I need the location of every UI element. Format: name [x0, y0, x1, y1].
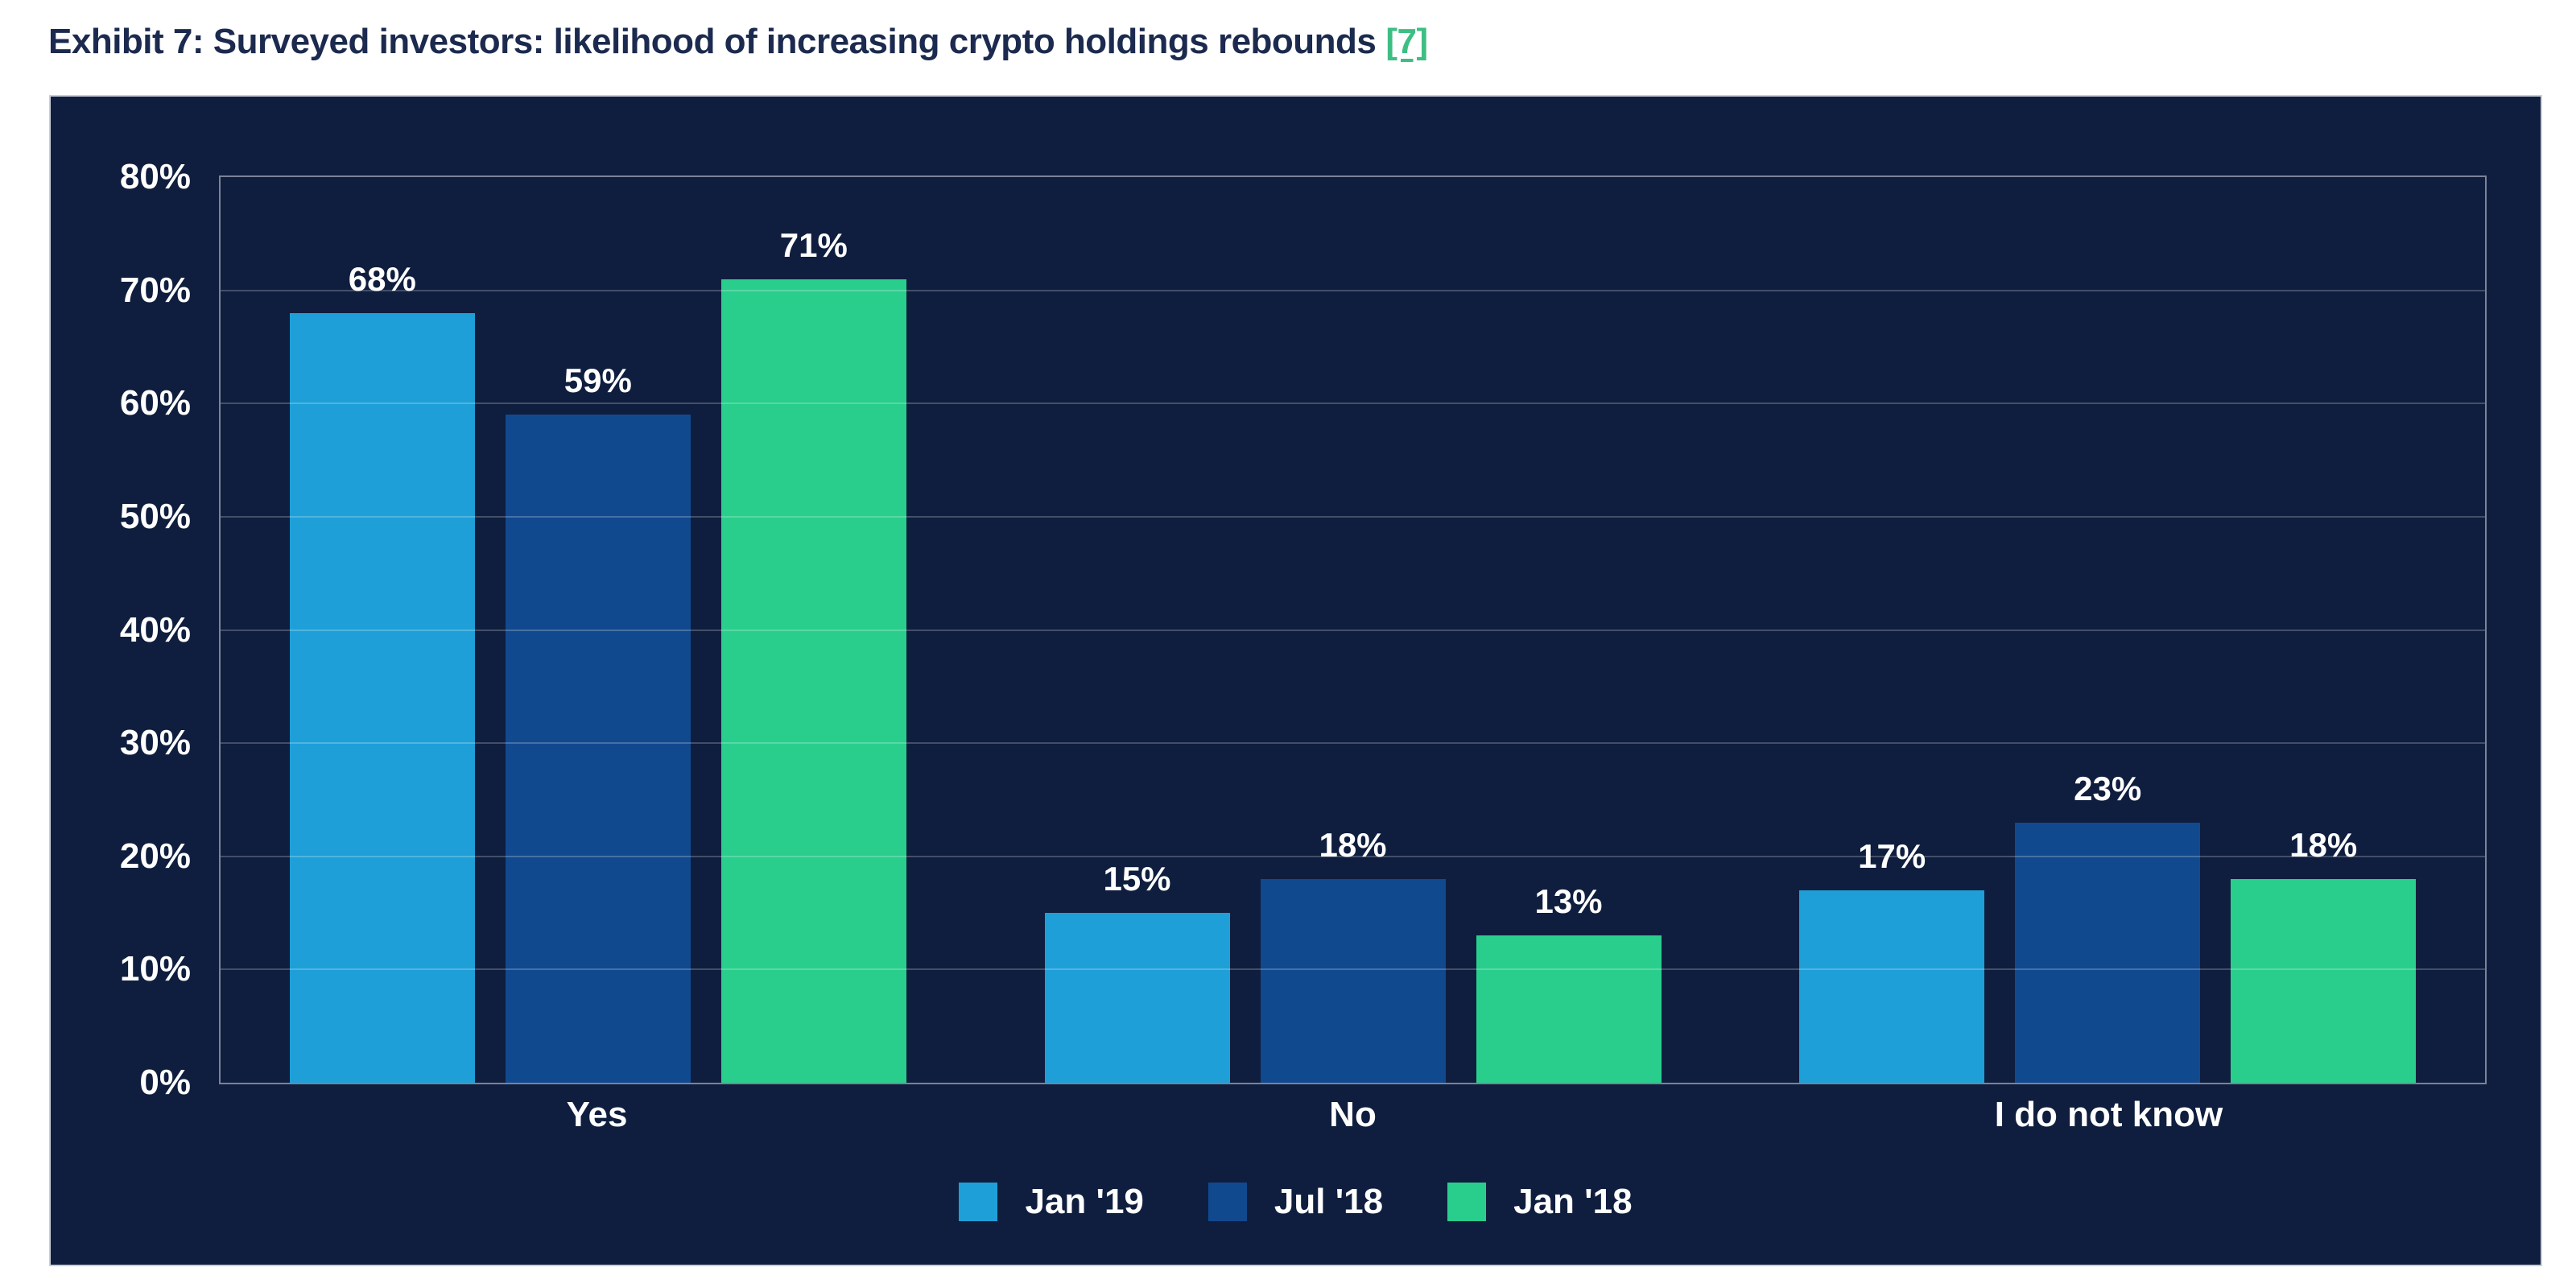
citation-link[interactable]: [7] — [1385, 22, 1428, 61]
bar: 18% — [1260, 826, 1446, 1083]
gridline — [221, 742, 2485, 745]
y-axis-label: 10% — [119, 949, 191, 989]
bar-value-label: 18% — [2289, 825, 2358, 864]
y-axis-label: 30% — [119, 723, 191, 763]
y-axis-label: 70% — [119, 270, 191, 310]
y-axis-label: 50% — [119, 496, 191, 536]
legend-swatch — [1447, 1183, 1487, 1221]
chart-title: Exhibit 7: Surveyed investors: likelihoo… — [48, 18, 1428, 66]
plot-area: 68% 59% 71% 15% 18% 13% 17% 23% 18% — [219, 175, 2487, 1084]
bar: 18% — [2231, 826, 2417, 1083]
legend-swatch — [1208, 1183, 1247, 1221]
legend-swatch — [959, 1183, 998, 1221]
gridline — [221, 402, 2485, 405]
bar: 13% — [1476, 882, 1662, 1083]
bar-group: 15% 18% 13% — [976, 177, 1731, 1083]
y-axis-label: 40% — [119, 609, 191, 650]
bar-value-label: 15% — [1103, 860, 1171, 898]
bar-value-label: 23% — [2074, 769, 2142, 807]
bar-value-label: 18% — [1319, 825, 1387, 864]
gridline — [221, 515, 2485, 518]
bar-group: 68% 59% 71% — [221, 177, 976, 1083]
y-axis-label: 20% — [119, 836, 191, 876]
y-axis-label: 0% — [139, 1063, 191, 1102]
y-axis-label: 80% — [119, 157, 191, 196]
bar: 15% — [1044, 860, 1230, 1083]
gridline — [221, 629, 2485, 631]
bar-value-label: 13% — [1534, 882, 1603, 921]
legend-label: Jan '18 — [1513, 1182, 1633, 1221]
chart-title-text: Exhibit 7: Surveyed investors: likelihoo… — [48, 22, 1377, 61]
bar: 17% — [1799, 837, 1985, 1083]
chart-panel: 68% 59% 71% 15% 18% 13% 17% 23% 18% Yes No I do no… — [49, 95, 2542, 1266]
x-axis-label: Yes — [566, 1095, 628, 1134]
x-axis-label: I do not know — [1994, 1095, 2223, 1134]
gridline — [221, 968, 2485, 971]
legend-label: Jul '18 — [1274, 1182, 1384, 1221]
bar-group: 17% 23% 18% — [1730, 177, 2485, 1083]
gridline — [221, 289, 2485, 291]
bar-groups: 68% 59% 71% 15% 18% 13% 17% 23% 18% — [221, 177, 2485, 1083]
bar: 68% — [289, 260, 475, 1083]
bar: 59% — [505, 361, 691, 1083]
bar: 23% — [2015, 770, 2201, 1083]
bar-value-label: 71% — [779, 225, 848, 264]
legend-item: Jul '18 — [1208, 1182, 1383, 1222]
bar-value-label: 68% — [348, 259, 416, 298]
legend-item: Jan '19 — [959, 1182, 1144, 1222]
x-axis-label: No — [1329, 1095, 1377, 1134]
bar: 71% — [720, 226, 906, 1083]
x-axis-labels: Yes No I do not know — [219, 1094, 2487, 1136]
y-axis-label: 60% — [119, 383, 191, 423]
legend-label: Jan '19 — [1025, 1182, 1144, 1221]
bar-value-label: 59% — [564, 361, 632, 400]
legend: Jan '19 Jul '18 Jan '18 — [51, 1182, 2541, 1222]
bar-value-label: 17% — [1858, 836, 1926, 875]
gridline — [221, 855, 2485, 857]
legend-item: Jan '18 — [1447, 1182, 1633, 1222]
